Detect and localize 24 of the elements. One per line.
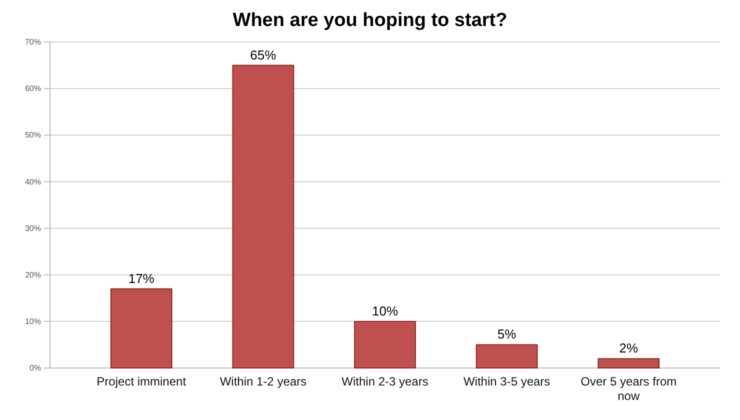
bar: [476, 344, 538, 368]
data-label: 2%: [619, 340, 638, 356]
data-label: 10%: [372, 303, 398, 318]
y-tick-label: 30%: [24, 224, 41, 233]
x-tick-label: Project imminent: [96, 374, 187, 388]
y-tick-label: 60%: [24, 84, 41, 94]
bar: [354, 320, 416, 368]
y-tick-label: 0%: [29, 364, 41, 373]
bar: [232, 64, 294, 368]
bar: [598, 358, 660, 368]
y-tick-label: 10%: [24, 316, 41, 326]
data-label: 17%: [128, 270, 155, 286]
chart-title: When are you hoping to start?: [232, 10, 508, 31]
data-label: 5%: [497, 326, 517, 342]
data-label: 65%: [250, 47, 277, 62]
x-tick-label: Over 5 years from now: [580, 374, 677, 403]
y-tick-label: 70%: [24, 38, 41, 47]
x-tick-label: Within 3-5 years: [463, 374, 550, 388]
y-tick-label: 50%: [24, 130, 41, 140]
y-tick-label: 40%: [24, 177, 41, 186]
x-tick-label: Within 2-3 years: [342, 374, 428, 388]
bar: [110, 288, 172, 368]
y-tick-label: 20%: [24, 270, 41, 280]
x-tick-label: Within 1-2 years: [220, 374, 307, 388]
